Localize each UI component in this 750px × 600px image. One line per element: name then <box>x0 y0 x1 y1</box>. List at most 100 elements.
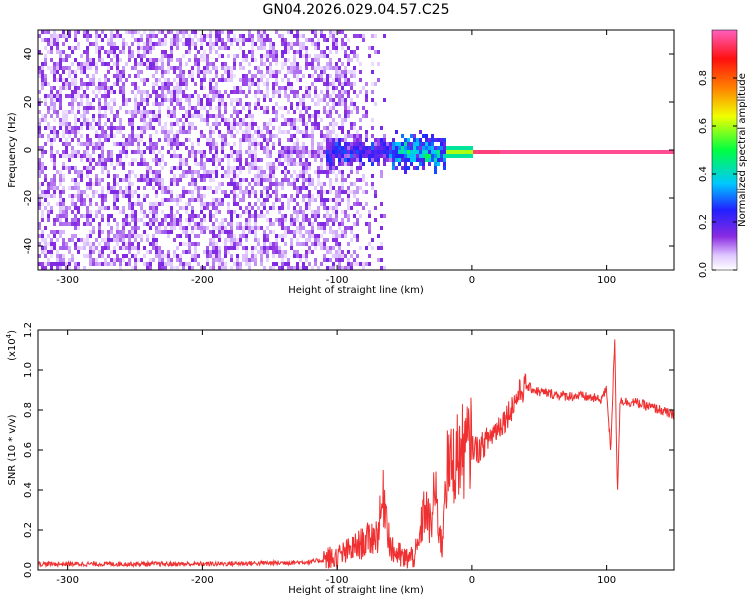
spectrogram-cell <box>284 254 287 258</box>
spectrogram-cell <box>233 194 236 198</box>
spectrogram-cell <box>41 134 44 138</box>
spectrogram-cell <box>143 122 146 126</box>
spectrogram-cell <box>158 186 161 190</box>
spectrogram-cell <box>83 142 86 146</box>
spectrogram-cell <box>107 106 110 110</box>
spectrogram-cell <box>71 150 74 154</box>
spectrogram-cell <box>155 102 158 106</box>
spectrogram-cell <box>143 254 146 258</box>
spectrogram-cell <box>407 146 410 150</box>
spectrogram-cell <box>227 162 230 166</box>
spectrogram-cell <box>401 142 404 146</box>
spectrogram-cell <box>287 206 290 210</box>
spectrogram-cell <box>434 146 437 150</box>
spectrogram-cell <box>272 166 275 170</box>
spectrogram-cell <box>125 262 128 266</box>
spectrogram-cell <box>428 142 431 146</box>
spectrogram-cell <box>248 78 251 82</box>
spectrogram-cell <box>308 74 311 78</box>
spectrogram-cell <box>137 70 140 74</box>
spectrogram-cell <box>335 74 338 78</box>
spectrogram-cell <box>176 198 179 202</box>
spectrogram-cell <box>50 94 53 98</box>
spectrogram-cell <box>125 174 128 178</box>
spectrogram-cell <box>176 74 179 78</box>
spectrogram-cell <box>275 114 278 118</box>
spectrogram-cell <box>185 114 188 118</box>
spectrogram-cell <box>326 66 329 70</box>
spectrogram-cell <box>308 118 311 122</box>
spectrogram-cell <box>215 206 218 210</box>
spectrogram-cell <box>197 58 200 62</box>
spectrogram-cell <box>266 50 269 54</box>
spectrogram-cell <box>65 130 68 134</box>
snr-y-scale-exponent: 4 <box>5 333 13 338</box>
spectrogram-cell <box>353 82 356 86</box>
spectrogram-cell <box>230 126 233 130</box>
spectrogram-cell <box>149 110 152 114</box>
spectrogram-cell <box>278 246 281 250</box>
x-tick-label: 0 <box>469 275 475 286</box>
spectrogram-cell <box>341 170 344 174</box>
spectrogram-cell <box>323 214 326 218</box>
spectrogram-cell <box>335 110 338 114</box>
spectrogram-cell <box>260 134 263 138</box>
spectrogram-cell <box>140 162 143 166</box>
spectrogram-cell <box>380 214 383 218</box>
spectrogram-cell <box>176 222 179 226</box>
spectrogram-cell <box>248 130 251 134</box>
spectrogram-cell <box>284 214 287 218</box>
spectrogram-cell <box>284 130 287 134</box>
spectrogram-cell <box>329 34 332 38</box>
spectrogram-cell <box>632 150 635 154</box>
spectrogram-cell <box>41 82 44 86</box>
spectrogram-cell <box>191 170 194 174</box>
spectrogram-cell <box>266 142 269 146</box>
spectrogram-cell <box>314 118 317 122</box>
spectrogram-cell <box>377 246 380 250</box>
spectrogram-cell <box>143 142 146 146</box>
spectrogram-cell <box>62 214 65 218</box>
spectrogram-cell <box>272 50 275 54</box>
spectrogram-cell <box>50 38 53 42</box>
spectrogram-cell <box>302 186 305 190</box>
spectrogram-cell <box>413 158 416 162</box>
spectrogram-cell <box>329 62 332 66</box>
spectrogram-cell <box>338 146 341 150</box>
spectrogram-cell <box>50 66 53 70</box>
spectrogram-cell <box>242 258 245 262</box>
spectrogram-cell <box>68 110 71 114</box>
spectrogram-cell <box>326 210 329 214</box>
spectrogram-cell <box>56 202 59 206</box>
spectrogram-cell <box>95 178 98 182</box>
spectrogram-cell <box>395 166 398 170</box>
spectrogram-cell <box>242 90 245 94</box>
spectrogram-cell <box>86 94 89 98</box>
spectrogram-cell <box>68 134 71 138</box>
spectrogram-cell <box>110 154 113 158</box>
spectrogram-cell <box>59 154 62 158</box>
spectrogram-cell <box>134 218 137 222</box>
spectrogram-cell <box>269 42 272 46</box>
spectrogram-cell <box>626 150 629 154</box>
spectrogram-cell <box>296 66 299 70</box>
spectrogram-cell <box>53 190 56 194</box>
spectrogram-cell <box>74 70 77 74</box>
spectrogram-cell <box>158 114 161 118</box>
spectrogram-cell <box>62 262 65 266</box>
spectrogram-cell <box>164 86 167 90</box>
spectrogram-cell <box>347 174 350 178</box>
spectrogram-cell <box>230 214 233 218</box>
spectrogram-cell <box>245 238 248 242</box>
spectrogram-cell <box>212 158 215 162</box>
spectrogram-cell <box>95 182 98 186</box>
spectrogram-cell <box>311 222 314 226</box>
spectrogram-cell <box>38 170 41 174</box>
spectrogram-cell <box>275 50 278 54</box>
spectrogram-cell <box>221 94 224 98</box>
spectrogram-cell <box>416 142 419 146</box>
spectrogram-cell <box>38 234 41 238</box>
spectrogram-cell <box>350 266 353 270</box>
spectrogram-cell <box>80 158 83 162</box>
spectrogram-cell <box>257 198 260 202</box>
